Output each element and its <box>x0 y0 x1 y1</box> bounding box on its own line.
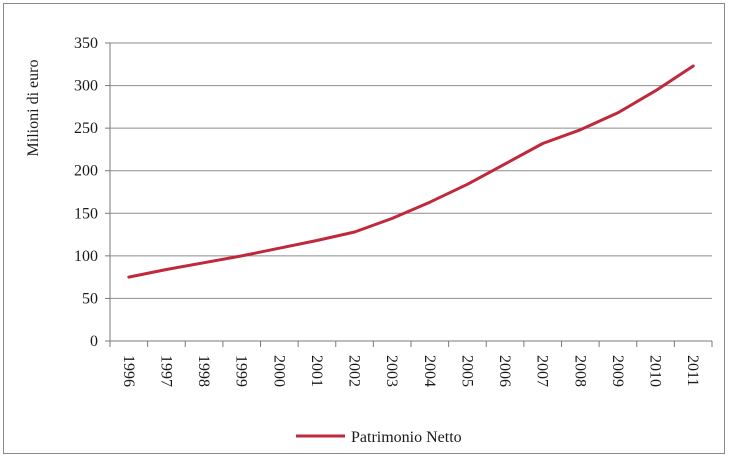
x-tick-label: 2011 <box>684 355 701 386</box>
x-tick-label: 2006 <box>496 355 513 387</box>
x-tick-label: 1998 <box>195 355 212 387</box>
x-tick-label: 2002 <box>346 355 363 387</box>
x-axis-ticks: 1996 1997 1998 1999 2000 2001 2002 2003 2004 2005… <box>120 355 701 387</box>
legend: Patrimonio Netto <box>296 429 462 446</box>
y-tick-label: 50 <box>82 290 98 307</box>
x-tick-label: 1997 <box>157 355 174 387</box>
x-tick-label: 2005 <box>458 355 475 387</box>
axes <box>105 42 713 347</box>
legend-label: Patrimonio Netto <box>351 429 462 446</box>
series-line-0 <box>127 64 695 279</box>
y-tick-label: 350 <box>74 35 98 52</box>
y-tick-label: 150 <box>74 205 98 222</box>
y-tick-label: 200 <box>74 163 98 180</box>
x-tick-label: 2008 <box>571 355 588 387</box>
y-axis-ticks: 0 50 100 150 200 250 300 350 <box>74 35 98 350</box>
x-tick-label: 2009 <box>609 355 626 387</box>
x-tick-label: 2003 <box>383 355 400 387</box>
x-tick-label: 2001 <box>308 355 325 387</box>
gridlines <box>110 42 712 299</box>
y-tick-label: 100 <box>74 248 98 265</box>
y-tick-label: 300 <box>74 78 98 95</box>
x-tick-label: 2007 <box>534 355 551 387</box>
y-tick-label: 0 <box>90 333 98 350</box>
series-group <box>127 64 695 279</box>
x-tick-label: 2010 <box>647 355 664 387</box>
x-tick-label: 1996 <box>120 355 137 387</box>
x-tick-label: 1999 <box>233 355 250 387</box>
x-tick-label: 2000 <box>270 355 287 387</box>
y-tick-label: 250 <box>74 120 98 137</box>
y-axis-title: Milioni di euro <box>25 60 42 157</box>
x-tick-label: 2004 <box>421 355 438 387</box>
